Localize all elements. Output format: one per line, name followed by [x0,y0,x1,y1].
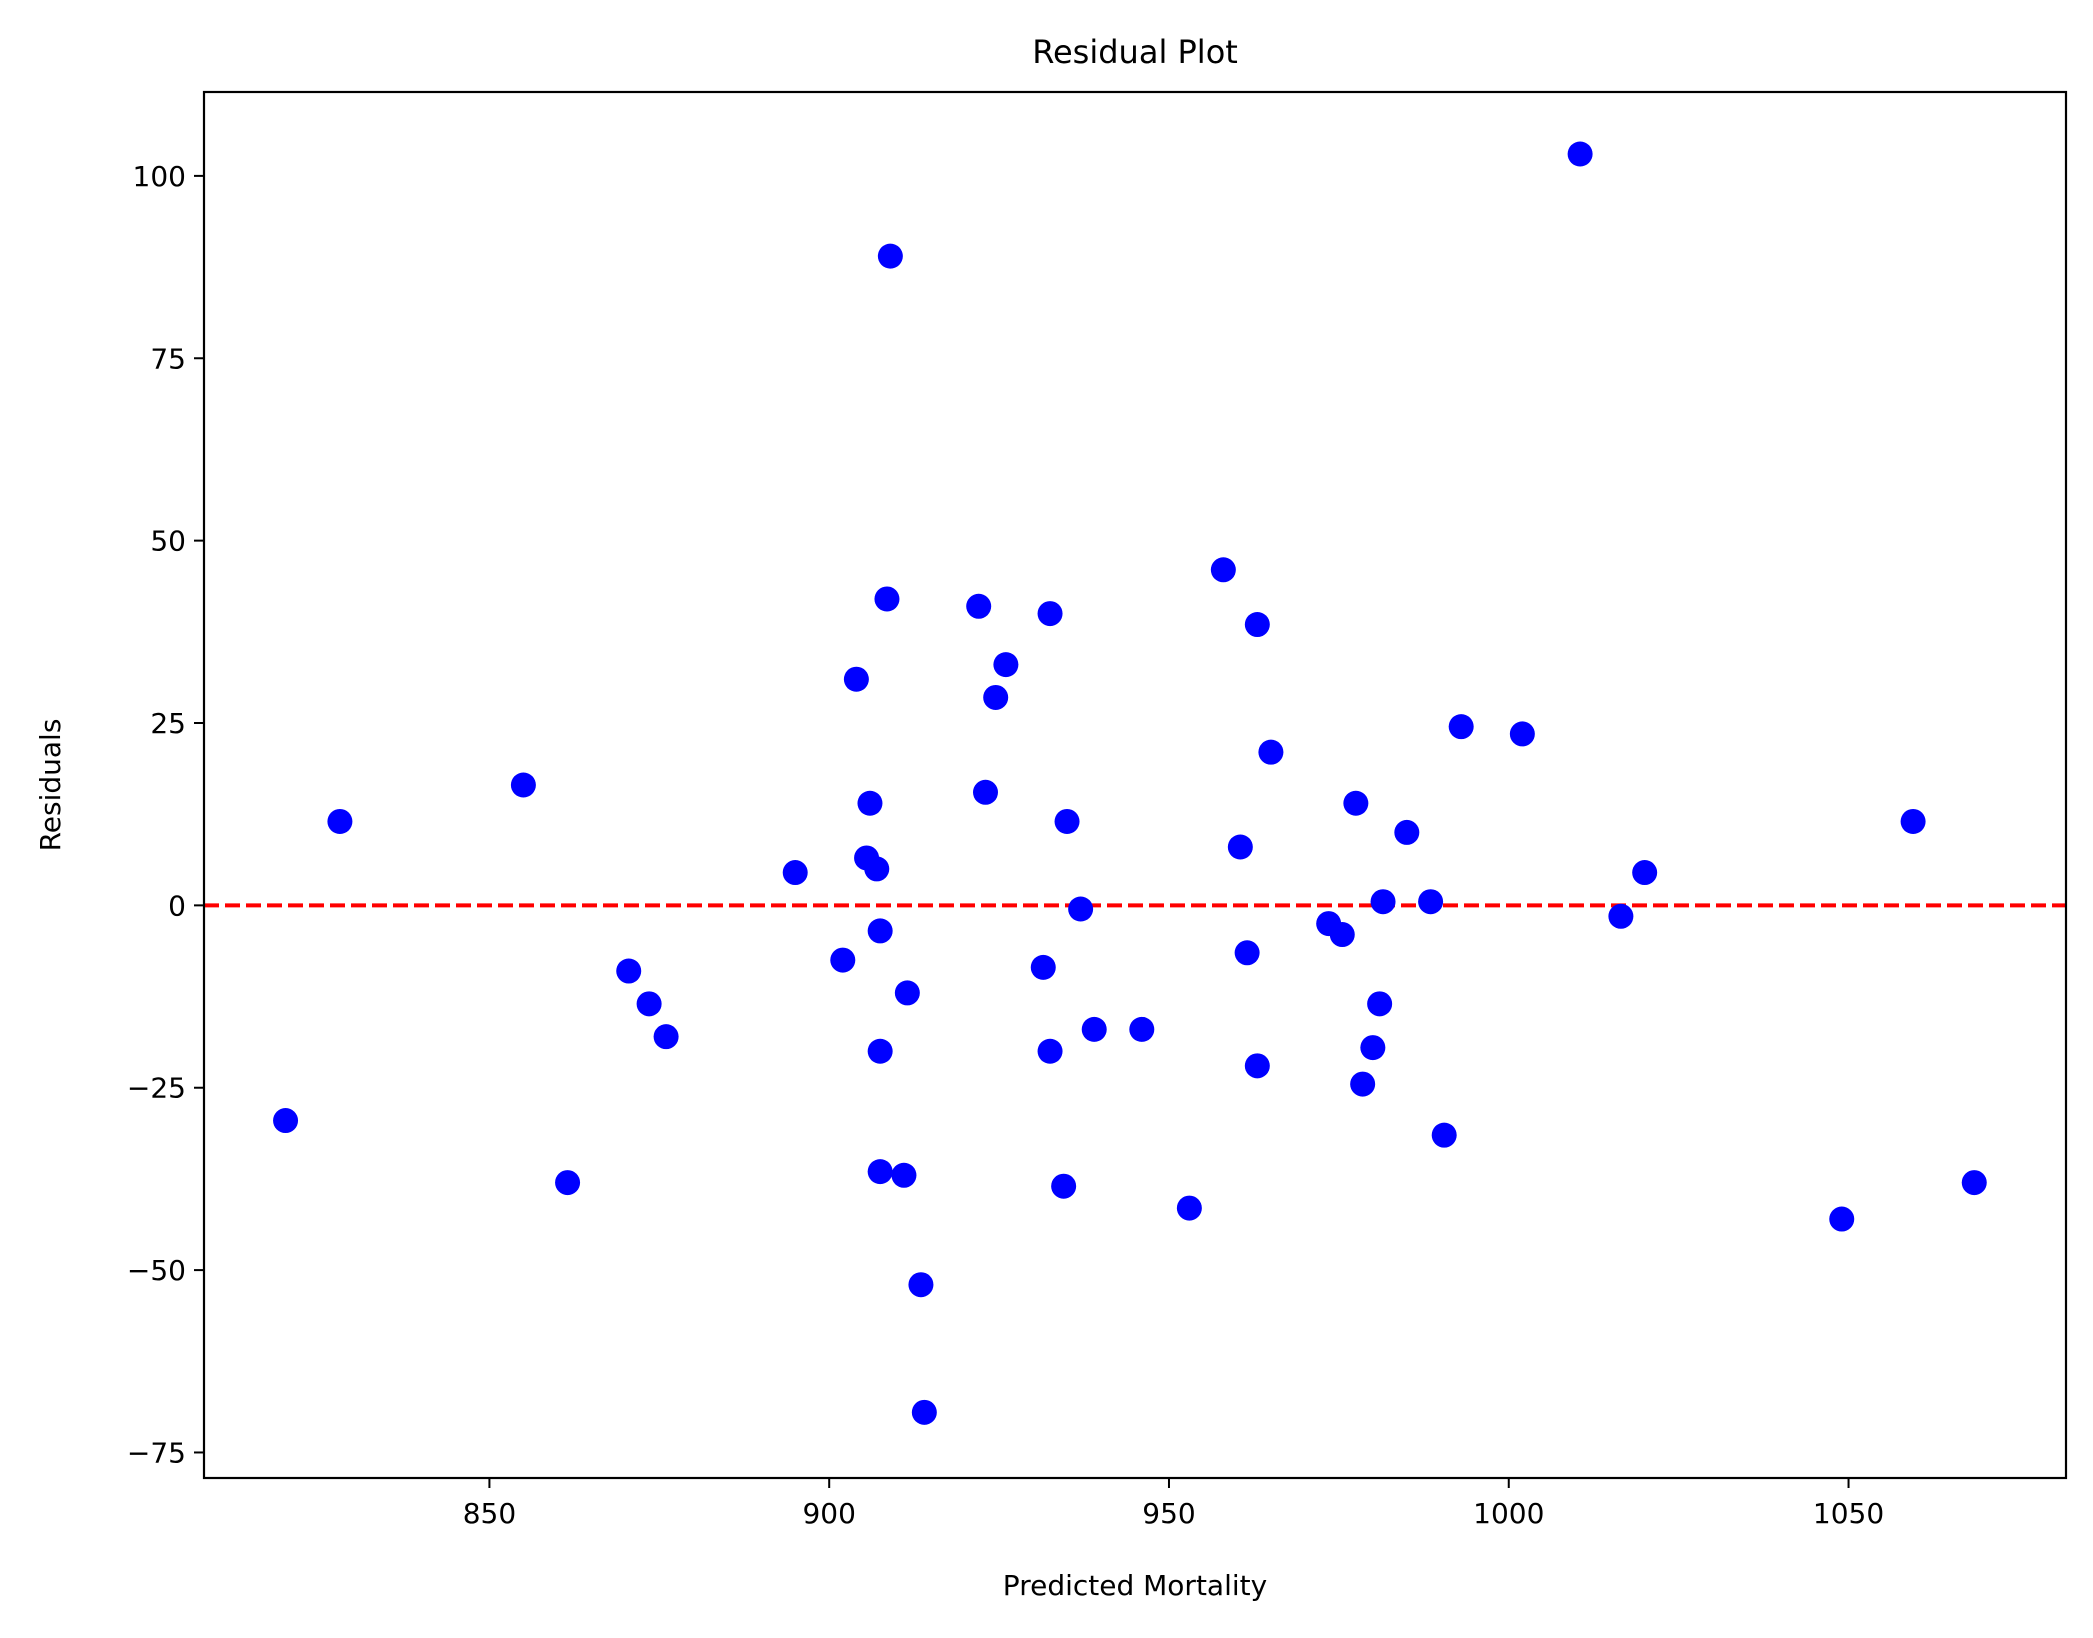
scatter-point [1234,940,1260,966]
x-tick-label: 850 [463,1497,516,1530]
chart-title: Residual Plot [1032,33,1238,71]
scatter-point [1900,808,1926,834]
scatter-point [1329,922,1355,948]
scatter-point [1068,896,1094,922]
scatter-point [1608,903,1634,929]
y-tick-label: 75 [150,342,186,375]
scatter-point [1360,1035,1386,1061]
y-tick-label: 0 [168,889,186,922]
scatter-point [1367,991,1393,1017]
x-tick-label: 950 [1142,1497,1195,1530]
scatter-point [877,243,903,269]
scatter-point [843,666,869,692]
scatter-point [857,790,883,816]
x-tick-label: 1000 [1473,1497,1544,1530]
y-tick-label: −25 [127,1072,186,1105]
scatter-point [555,1170,581,1196]
scatter-point [1961,1170,1987,1196]
scatter-points [273,141,1987,1425]
scatter-point [1632,860,1658,886]
scatter-point [1176,1195,1202,1221]
y-tick-label: 25 [150,707,186,740]
scatter-point [867,1038,893,1064]
x-tick-label: 1050 [1813,1497,1884,1530]
scatter-point [1129,1016,1155,1042]
scatter-point [1394,819,1420,845]
scatter-point [653,1024,679,1050]
scatter-point [1210,557,1236,583]
scatter-point [972,779,998,805]
scatter-point [867,918,893,944]
y-tick-label: −50 [127,1254,186,1287]
scatter-point [894,980,920,1006]
y-axis-label: Residuals [34,719,67,852]
scatter-point [1370,889,1396,915]
scatter-point [864,856,890,882]
scatter-point [510,772,536,798]
scatter-point [782,860,808,886]
scatter-point [1227,834,1253,860]
scatter-point [327,808,353,834]
y-axis-ticks: −75 −50 −25 0 25 50 75 100 [127,160,204,1469]
scatter-point [1431,1122,1457,1148]
x-axis-ticks: 850 900 950 1000 1050 [463,1478,1884,1530]
scatter-point [874,586,900,612]
scatter-point [830,947,856,973]
x-axis-label: Predicted Mortality [1003,1569,1267,1602]
y-tick-label: −75 [127,1436,186,1469]
y-tick-label: 100 [133,160,186,193]
scatter-point [273,1108,299,1134]
scatter-point [1054,808,1080,834]
scatter-point [1081,1016,1107,1042]
scatter-point [891,1162,917,1188]
scatter-point [911,1399,937,1425]
scatter-point [1343,790,1369,816]
plot-area-frame [202,90,2068,1480]
scatter-point [1258,739,1284,765]
scatter-point [966,593,992,619]
scatter-point [1244,612,1270,638]
scatter-point [1051,1173,1077,1199]
scatter-point [1037,601,1063,627]
y-tick-label: 50 [150,525,186,558]
scatter-point [983,684,1009,710]
scatter-point [1418,889,1444,915]
scatter-point [636,991,662,1017]
scatter-point [1350,1071,1376,1097]
scatter-point [1244,1053,1270,1079]
scatter-point [1037,1038,1063,1064]
scatter-point [867,1159,893,1185]
scatter-point [1030,954,1056,980]
scatter-point [1829,1206,1855,1232]
scatter-point [993,652,1019,678]
scatter-point [1509,721,1535,747]
x-tick-label: 900 [802,1497,855,1530]
scatter-point [1567,141,1593,167]
scatter-point [616,958,642,984]
scatter-point [908,1272,934,1298]
scatter-point [1448,714,1474,740]
